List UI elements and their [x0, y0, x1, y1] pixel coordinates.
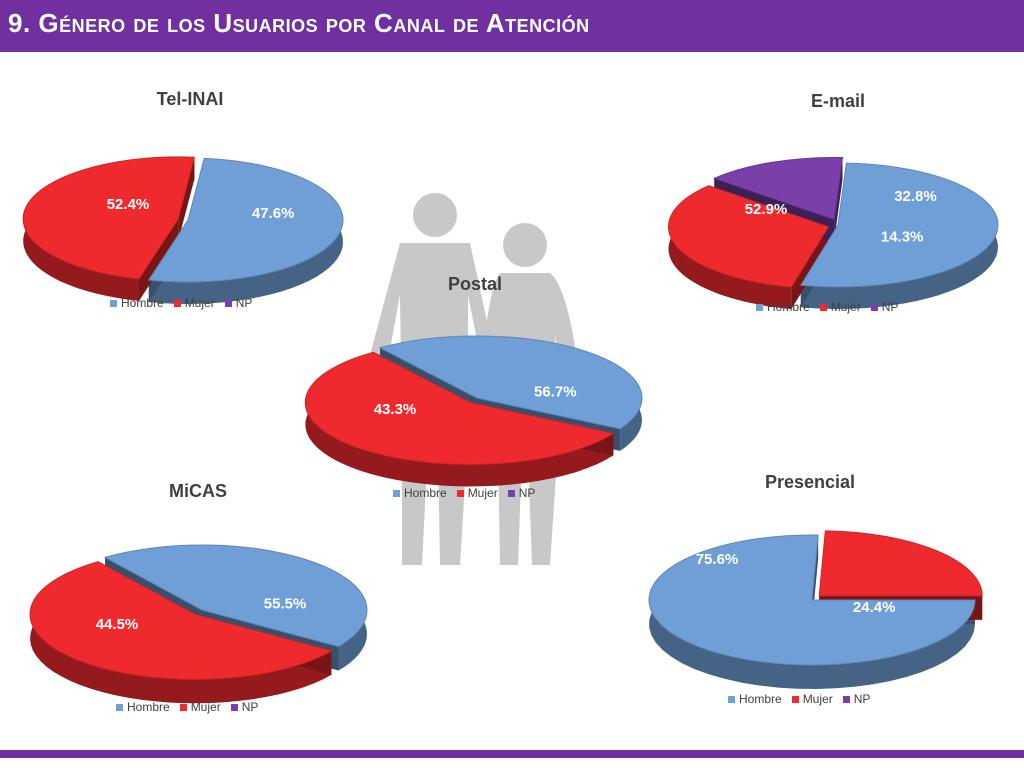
legend-swatch: [456, 489, 464, 497]
pie-svg: 44.5% 55.5%: [29, 544, 368, 704]
slice-label-hombre: 75.6%: [696, 551, 739, 568]
legend-swatch: [507, 489, 515, 497]
legend-item-mujer: Mujer: [179, 700, 221, 714]
legend-swatch: [819, 303, 827, 311]
legend-swatch: [756, 303, 763, 311]
chart-legend: Hombre Mujer NP: [756, 300, 898, 314]
legend-label: NP: [518, 486, 536, 500]
slice-label-mujer: 47.6%: [252, 205, 295, 222]
legend-item-hombre: Hombre: [728, 692, 782, 706]
legend-swatch: [728, 695, 735, 703]
legend-label: Hombre: [404, 486, 447, 500]
legend-label: Mujer: [830, 300, 861, 314]
pie-svg: 52.9% 32.8% 14.3%: [667, 156, 999, 310]
chart-title: Postal: [447, 274, 503, 294]
pie-slice-hombre: [147, 157, 344, 283]
legend-swatch: [173, 299, 181, 307]
chart-legend: Hombre Mujer NP: [116, 700, 258, 714]
slice-label-mujer: 32.8%: [894, 188, 937, 205]
legend-item-np: NP: [870, 300, 899, 314]
slice-label-hombre: 52.4%: [107, 196, 150, 213]
pie-slice-mujer: [29, 561, 333, 680]
header-bar: 9. Género de los Usuarios por Canal de A…: [0, 0, 1024, 52]
chart-micas: MiCAS 44.5% 55.5% Hombre Mujer NP: [28, 475, 388, 720]
chart-e-mail: E-mail 52.9% 32.8% 14.3% Hombre Mujer NP: [667, 85, 1018, 320]
legend-item-hombre: Hombre: [393, 486, 447, 500]
legend-swatch: [224, 299, 232, 307]
legend-label: Mujer: [467, 486, 498, 500]
legend-swatch: [179, 703, 187, 711]
legend-item-np: NP: [230, 700, 259, 714]
legend-label: NP: [235, 296, 253, 310]
chart-title: Tel-INAI: [156, 89, 224, 109]
pie-slice-np: [712, 156, 844, 221]
legend-label: Hombre: [121, 296, 164, 310]
slice-label-mujer: 55.5%: [264, 595, 307, 612]
pie-slice-mujer: [22, 156, 196, 280]
legend-label: NP: [853, 692, 871, 706]
legend-item-hombre: Hombre: [756, 300, 810, 314]
pie-slice-hombre: [648, 534, 976, 666]
slice-label-hombre: 52.9%: [745, 201, 788, 218]
legend-swatch: [870, 303, 878, 311]
legend-label: NP: [881, 300, 899, 314]
pie-slice-hombre: [799, 162, 999, 288]
legend-label: Mujer: [190, 700, 221, 714]
legend-item-mujer: Mujer: [791, 692, 833, 706]
legend-swatch: [791, 695, 799, 703]
slice-label-np: 14.3%: [881, 228, 924, 245]
pie-slice-mujer: [818, 530, 983, 597]
pie-slice-mujer: [667, 185, 830, 288]
legend-item-hombre: Hombre: [116, 700, 170, 714]
footer-bar: [0, 750, 1024, 758]
chart-title: E-mail: [810, 91, 866, 111]
pie-svg: 52.4% 47.6%: [22, 156, 344, 304]
chart-legend: Hombre Mujer NP: [728, 692, 870, 706]
legend-item-np: NP: [507, 486, 536, 500]
pie-svg: 75.6% 24.4%: [648, 530, 983, 689]
legend-swatch: [393, 489, 400, 497]
legend-label: Hombre: [127, 700, 170, 714]
pie-slice-hombre: [103, 544, 368, 648]
page-title: 9. Género de los Usuarios por Canal de A…: [8, 8, 590, 38]
slice-label-mujer: 24.4%: [853, 599, 896, 616]
legend-item-mujer: Mujer: [173, 296, 215, 310]
pie-slice-hombre: [378, 335, 643, 430]
chart-presencial: Presencial 75.6% 24.4% Hombre Mujer NP: [640, 470, 1000, 715]
legend-label: Mujer: [802, 692, 833, 706]
legend-swatch: [842, 695, 850, 703]
legend-swatch: [110, 299, 117, 307]
legend-item-hombre: Hombre: [110, 296, 164, 310]
legend-item-mujer: Mujer: [456, 486, 498, 500]
slice-label-hombre: 43.3%: [374, 401, 417, 418]
legend-label: Mujer: [184, 296, 215, 310]
slice-label-mujer: 56.7%: [534, 383, 577, 400]
slice-label-hombre: 44.5%: [96, 616, 139, 633]
legend-swatch: [116, 703, 123, 711]
legend-item-np: NP: [842, 692, 871, 706]
legend-label: Hombre: [767, 300, 810, 314]
chart-title: MiCAS: [169, 481, 227, 501]
pie-slice-mujer: [304, 351, 615, 465]
legend-item-np: NP: [224, 296, 253, 310]
pie-svg: 43.3% 56.7%: [304, 335, 643, 487]
chart-postal: Postal 43.3% 56.7% Hombre Mujer NP: [304, 268, 655, 503]
legend-swatch: [230, 703, 238, 711]
legend-item-mujer: Mujer: [819, 300, 861, 314]
chart-title: Presencial: [764, 472, 856, 492]
chart-legend: Hombre Mujer NP: [393, 486, 535, 500]
legend-label: NP: [241, 700, 259, 714]
chart-tel-inai: Tel-INAI 52.4% 47.6% Hombre Mujer NP: [20, 85, 370, 315]
chart-legend: Hombre Mujer NP: [110, 296, 252, 310]
legend-label: Hombre: [739, 692, 782, 706]
